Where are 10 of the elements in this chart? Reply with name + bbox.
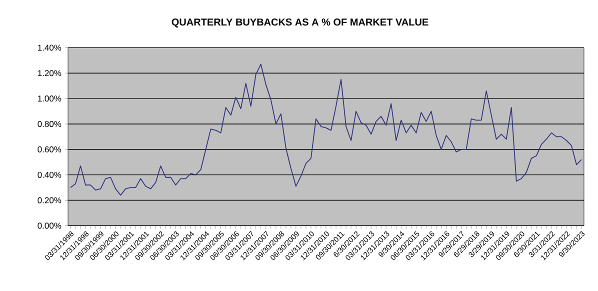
y-tick-label: 0.00% bbox=[38, 222, 62, 229]
y-tick-label: 0.40% bbox=[38, 172, 62, 178]
y-tick-label: 0.20% bbox=[38, 197, 62, 204]
y-tick-label: 0.60% bbox=[38, 146, 62, 152]
chart-title: QUARTERLY BUYBACKS AS A % OF MARKET VALUE bbox=[172, 18, 428, 28]
y-tick-label: 1.20% bbox=[38, 70, 62, 76]
line-series bbox=[70, 64, 582, 196]
y-tick-label: 0.80% bbox=[38, 120, 62, 127]
y-tick-label: 1.40% bbox=[38, 44, 62, 51]
y-tick-label: 1.00% bbox=[38, 96, 62, 102]
